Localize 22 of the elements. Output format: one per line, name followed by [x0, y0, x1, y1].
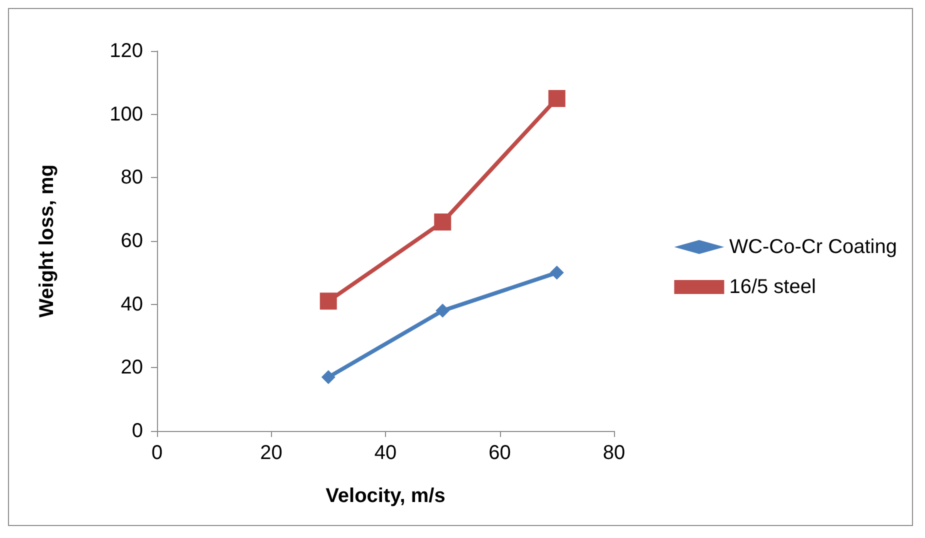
x-tick-label: 0: [151, 442, 163, 464]
point: [321, 370, 336, 384]
point: [320, 292, 337, 310]
y-tick-label: 40: [120, 293, 143, 316]
y-tick-label: 120: [110, 40, 143, 62]
x-tick-label: 60: [488, 442, 511, 464]
legend-label: 16/5 steel: [729, 276, 816, 298]
point: [548, 90, 566, 107]
y-tick-label: 0: [132, 420, 143, 442]
x-axis-title: Velocity, m/s: [326, 485, 446, 507]
x-tick-label: 40: [374, 442, 397, 464]
x-tick-label: 20: [260, 442, 282, 464]
y-axis-title: Weight loss, mg: [36, 164, 58, 318]
point: [436, 304, 450, 318]
y-tick-label: 60: [120, 230, 143, 252]
x-tick-label: 80: [602, 442, 626, 464]
y-tick-label: 100: [110, 103, 143, 126]
point: [434, 214, 452, 230]
legend-label: WC-Co-Cr Coating: [729, 236, 898, 258]
y-tick-label: 20: [120, 356, 143, 379]
point: [550, 266, 564, 280]
y-tick-label: 80: [120, 166, 143, 189]
